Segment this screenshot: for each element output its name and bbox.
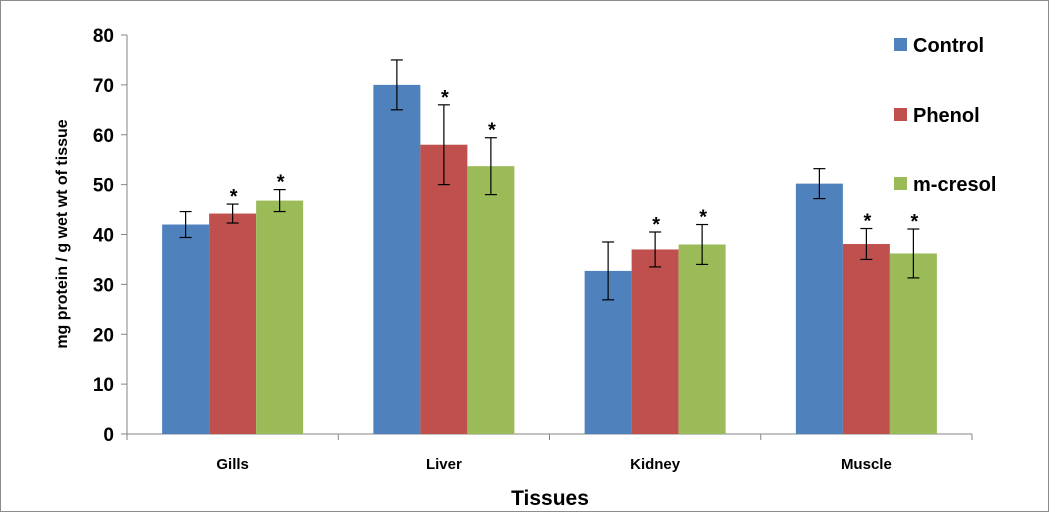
legend-label: Phenol — [913, 105, 980, 127]
x-tick-label: Kidney — [630, 456, 681, 473]
significance-star: * — [488, 120, 496, 142]
x-tick-labels: Gills Liver Kidney Muscle — [216, 456, 891, 473]
bar — [162, 224, 210, 434]
bar — [209, 213, 257, 434]
x-tick-label: Gills — [216, 456, 249, 473]
y-tick-label: 40 — [93, 226, 114, 247]
bar — [420, 144, 468, 434]
bar — [795, 183, 843, 434]
significance-star: * — [441, 87, 449, 109]
significance-star: * — [230, 186, 238, 208]
significance-star: * — [699, 207, 707, 229]
x-tick-label: Muscle — [841, 456, 892, 473]
legend-swatch — [894, 177, 907, 190]
y-tick-label: 80 — [93, 26, 114, 47]
legend-label: m-cresol — [913, 174, 996, 196]
y-tick-label: 70 — [93, 76, 114, 97]
significance-markers: * * * * * * * * — [230, 87, 919, 236]
significance-star: * — [277, 172, 285, 194]
bar — [889, 253, 937, 434]
bar — [467, 166, 515, 434]
y-tick-label: 20 — [93, 325, 114, 346]
bar — [256, 200, 304, 434]
bar — [373, 84, 421, 434]
significance-star: * — [652, 214, 660, 236]
significance-star: * — [910, 211, 918, 233]
legend-swatch — [894, 108, 907, 121]
error-bars-group — [179, 59, 920, 301]
legend-swatch — [894, 38, 907, 51]
bar — [631, 249, 679, 434]
y-tick-label: 30 — [93, 275, 114, 296]
legend: Control Phenol m-cresol — [894, 35, 996, 196]
y-tick-label: 50 — [93, 176, 114, 197]
y-tick-label: 0 — [103, 425, 114, 446]
bars-group — [162, 84, 937, 434]
bar — [842, 243, 890, 434]
bar — [678, 244, 726, 434]
y-axis-title: mg protein / g wet wt of tissue — [54, 119, 71, 348]
x-tick-label: Liver — [426, 456, 462, 473]
y-tick-label: 10 — [93, 375, 114, 396]
y-tick-labels: 0 10 20 30 40 50 60 70 80 — [93, 26, 114, 446]
legend-label: Control — [913, 35, 984, 57]
x-axis-title: Tissues — [511, 487, 589, 510]
y-tick-label: 60 — [93, 126, 114, 147]
significance-star: * — [863, 211, 871, 233]
